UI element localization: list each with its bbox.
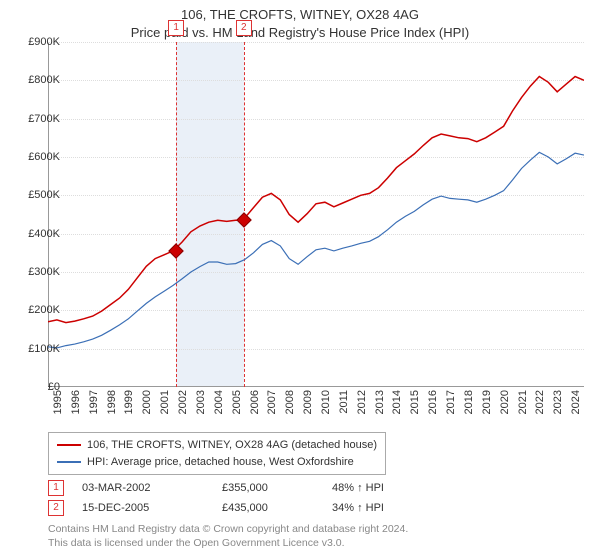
chart-plot-area: 1 2 199519961997199819992000200120022003… <box>48 42 584 387</box>
x-axis-label: 2006 <box>249 390 261 430</box>
x-axis-label: 2009 <box>302 390 314 430</box>
x-axis-label: 2014 <box>391 390 403 430</box>
x-axis-label: 2012 <box>356 390 368 430</box>
legend-item-property: 106, THE CROFTS, WITNEY, OX28 4AG (detac… <box>57 437 377 454</box>
y-axis-label: £800K <box>10 74 60 86</box>
y-axis-label: £500K <box>10 189 60 201</box>
legend-label-property: 106, THE CROFTS, WITNEY, OX28 4AG (detac… <box>87 437 377 454</box>
legend-swatch-property <box>57 444 81 446</box>
x-axis-label: 2011 <box>338 390 350 430</box>
chart-title: 106, THE CROFTS, WITNEY, OX28 4AG Price … <box>0 0 600 41</box>
x-axis-label: 1995 <box>52 390 64 430</box>
row-date: 03-MAR-2002 <box>82 482 222 494</box>
y-axis-label: £0 <box>10 381 60 393</box>
x-axis-label: 2008 <box>284 390 296 430</box>
x-axis-label: 2021 <box>517 390 529 430</box>
y-axis-label: £700K <box>10 113 60 125</box>
x-axis-label: 2022 <box>534 390 546 430</box>
row-badge: 2 <box>48 500 64 516</box>
row-date: 15-DEC-2005 <box>82 502 222 514</box>
legend-box: 106, THE CROFTS, WITNEY, OX28 4AG (detac… <box>48 432 386 475</box>
x-axis-label: 2001 <box>159 390 171 430</box>
y-axis-label: £600K <box>10 151 60 163</box>
x-axis-label: 2013 <box>374 390 386 430</box>
event-badge-1: 1 <box>168 20 184 36</box>
row-delta: 34% ↑ HPI <box>332 502 452 514</box>
x-axis-label: 1998 <box>106 390 118 430</box>
footer-line2: This data is licensed under the Open Gov… <box>48 536 408 550</box>
x-axis-label: 2017 <box>445 390 457 430</box>
x-axis-label: 2000 <box>141 390 153 430</box>
x-axis-label: 2019 <box>481 390 493 430</box>
series-svg <box>48 42 584 387</box>
x-axis-label: 2007 <box>266 390 278 430</box>
row-price: £435,000 <box>222 502 332 514</box>
table-row: 2 15-DEC-2005 £435,000 34% ↑ HPI <box>48 498 452 518</box>
row-delta: 48% ↑ HPI <box>332 482 452 494</box>
event-badge-2: 2 <box>236 20 252 36</box>
x-axis-label: 2003 <box>195 390 207 430</box>
y-axis-label: £900K <box>10 36 60 48</box>
x-axis-label: 2010 <box>320 390 332 430</box>
y-axis-label: £400K <box>10 228 60 240</box>
legend-label-hpi: HPI: Average price, detached house, West… <box>87 454 354 471</box>
x-axis-label: 2018 <box>463 390 475 430</box>
legend-swatch-hpi <box>57 461 81 463</box>
x-axis-label: 1997 <box>88 390 100 430</box>
x-axis-label: 1999 <box>123 390 135 430</box>
x-axis-label: 2023 <box>552 390 564 430</box>
row-badge: 1 <box>48 480 64 496</box>
table-row: 1 03-MAR-2002 £355,000 48% ↑ HPI <box>48 478 452 498</box>
x-axis-label: 2005 <box>231 390 243 430</box>
events-table: 1 03-MAR-2002 £355,000 48% ↑ HPI 2 15-DE… <box>48 478 452 518</box>
series-property <box>48 77 584 323</box>
x-axis-label: 2004 <box>213 390 225 430</box>
x-axis-label: 2020 <box>499 390 511 430</box>
y-axis-label: £100K <box>10 343 60 355</box>
row-price: £355,000 <box>222 482 332 494</box>
footer-line1: Contains HM Land Registry data © Crown c… <box>48 522 408 536</box>
y-axis-label: £300K <box>10 266 60 278</box>
title-line2: Price paid vs. HM Land Registry's House … <box>0 24 600 42</box>
x-axis-label: 2016 <box>427 390 439 430</box>
x-axis-label: 1996 <box>70 390 82 430</box>
footer-attribution: Contains HM Land Registry data © Crown c… <box>48 522 408 550</box>
x-axis-label: 2024 <box>570 390 582 430</box>
x-axis-label: 2002 <box>177 390 189 430</box>
title-line1: 106, THE CROFTS, WITNEY, OX28 4AG <box>0 6 600 24</box>
x-axis-label: 2015 <box>409 390 421 430</box>
y-axis-label: £200K <box>10 304 60 316</box>
legend-item-hpi: HPI: Average price, detached house, West… <box>57 454 377 471</box>
series-hpi <box>48 152 584 348</box>
